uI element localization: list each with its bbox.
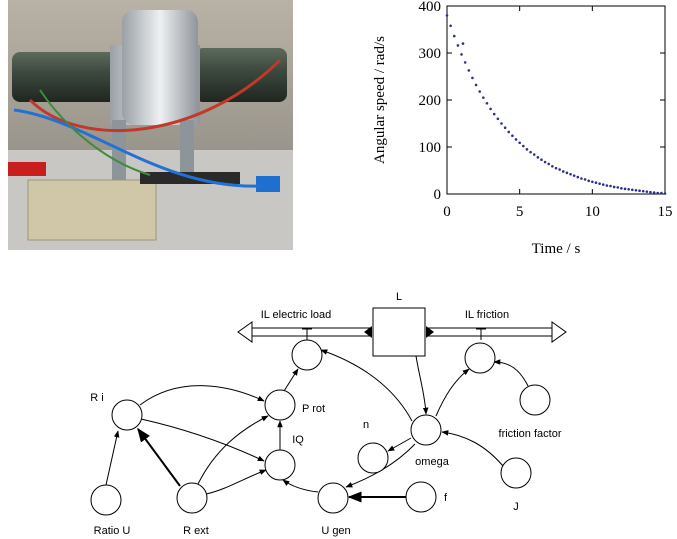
- point: [485, 101, 489, 105]
- point: [460, 53, 463, 56]
- point: [518, 141, 521, 145]
- point: [543, 160, 547, 164]
- point: [461, 42, 465, 45]
- point: [500, 122, 503, 125]
- point: [601, 183, 605, 186]
- photo: [8, 0, 293, 250]
- x-tick-label: 10: [585, 204, 600, 220]
- x-tick-label: 15: [658, 204, 673, 220]
- flow-label: IL electric load: [261, 309, 332, 321]
- point: [660, 191, 663, 195]
- node-label: U gen: [321, 525, 350, 537]
- stock-label: L: [396, 291, 402, 303]
- y-tick-label: 100: [419, 140, 442, 156]
- point: [656, 191, 660, 195]
- x-tick-label: 5: [516, 204, 524, 220]
- point: [576, 175, 580, 179]
- point: [478, 90, 482, 93]
- point: [565, 171, 569, 175]
- point: [627, 188, 630, 191]
- y-tick-label: 0: [434, 187, 442, 203]
- point: [623, 187, 627, 191]
- point: [569, 172, 572, 176]
- node-label: Ratio U: [94, 525, 131, 537]
- node-label: f: [444, 492, 448, 504]
- point: [612, 185, 616, 189]
- point: [547, 162, 551, 166]
- point: [645, 190, 649, 193]
- point: [467, 69, 471, 72]
- point: [587, 179, 590, 183]
- point: [598, 182, 601, 185]
- point: [489, 107, 492, 111]
- node-label: R ext: [183, 525, 209, 537]
- point: [445, 14, 449, 17]
- point: [652, 191, 656, 194]
- y-tick-label: 400: [419, 0, 442, 15]
- x-axis-label: Time / s: [532, 241, 581, 257]
- stock: [372, 307, 426, 357]
- point: [496, 117, 500, 121]
- point: [551, 164, 554, 168]
- point: [634, 188, 638, 192]
- point: [620, 187, 623, 190]
- point: [583, 178, 587, 181]
- point: [638, 189, 641, 193]
- point: [536, 156, 540, 159]
- point: [663, 192, 667, 195]
- point: [616, 186, 620, 189]
- point: [594, 181, 598, 185]
- diagram: L IL electric load IL friction R i: [90, 291, 567, 537]
- point: [609, 184, 612, 188]
- node-label: J: [513, 501, 519, 513]
- point: [561, 170, 565, 173]
- point: [572, 174, 576, 177]
- point: [507, 130, 511, 134]
- y-axis-label: Angular speed / rad/s: [372, 36, 388, 164]
- point: [503, 126, 507, 130]
- point: [529, 150, 532, 154]
- point: [631, 188, 634, 192]
- point: [492, 112, 496, 116]
- point: [449, 24, 452, 28]
- point: [452, 34, 456, 38]
- point: [532, 153, 536, 156]
- point: [540, 158, 543, 161]
- y-tick-label: 200: [419, 93, 442, 109]
- point: [558, 168, 561, 171]
- point: [514, 138, 518, 141]
- point: [456, 44, 460, 47]
- point: [605, 184, 609, 187]
- x-tick-label: 0: [443, 204, 451, 220]
- node-label: omega: [415, 456, 450, 468]
- point: [591, 180, 594, 184]
- point: [482, 96, 485, 99]
- point: [522, 144, 525, 148]
- point: [649, 190, 652, 194]
- node-label: friction factor: [499, 428, 562, 440]
- point: [525, 148, 529, 151]
- point: [511, 134, 514, 138]
- point: [580, 177, 583, 180]
- point: [463, 61, 467, 64]
- y-tick-label: 300: [419, 46, 442, 62]
- point: [474, 83, 478, 87]
- node-label: R i: [90, 392, 103, 404]
- point: [554, 166, 558, 170]
- node-label: n: [363, 419, 369, 431]
- node-label: IQ: [292, 434, 304, 446]
- point: [471, 76, 474, 80]
- plot-frame: [446, 5, 666, 195]
- point: [641, 189, 645, 193]
- flow-label: IL friction: [465, 309, 509, 321]
- node-label: P rot: [302, 403, 325, 415]
